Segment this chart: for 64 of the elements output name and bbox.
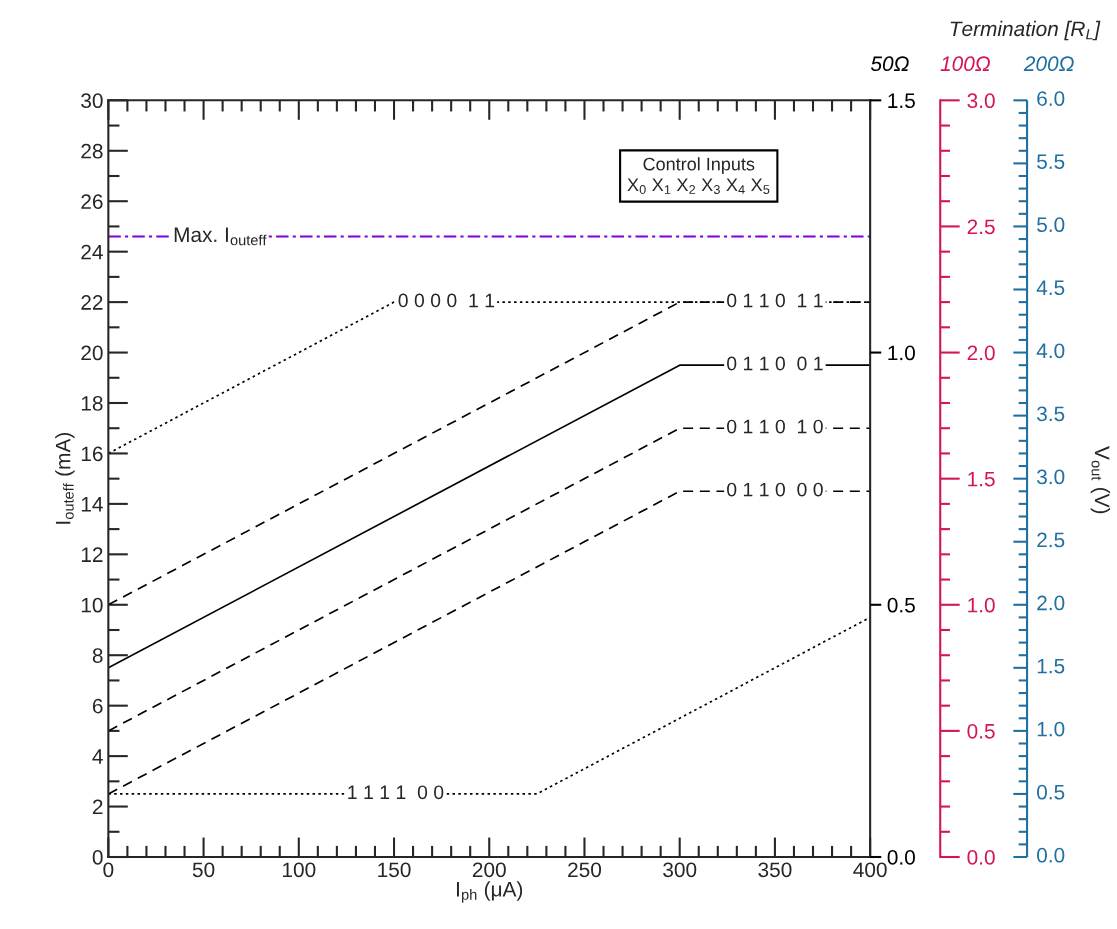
text: 5.5 [1037, 154, 1065, 169]
y-tick-label: 22 [81, 295, 103, 310]
y-tick-label: 0 [92, 850, 103, 865]
text: Control Inputs X$_{0}$ X$_{1}$ X$_{2}$ X$_{3}$ X$_{4}$ X$_{5}$ [627, 157, 770, 194]
series-label: 0 0 0 0 1 1 [398, 293, 495, 308]
y-tick-label: 28 [81, 143, 103, 159]
text: 3.5 [1037, 406, 1065, 422]
series-label: 0 1 1 0 0 1 [727, 356, 823, 371]
x-tick-label: 200 [472, 862, 506, 878]
y-tick-label: 24 [81, 244, 103, 260]
text: 2.0 [1037, 595, 1065, 611]
y-tick-label: 18 [81, 396, 103, 411]
text: 200Ω [1023, 56, 1074, 72]
text: 5.0 [1037, 217, 1065, 233]
text: 1.5 [1037, 658, 1065, 674]
y-tick-label: 12 [81, 547, 103, 562]
y2-tick-label: 0.5 [887, 597, 915, 613]
y2-tick-label: 0.0 [887, 850, 915, 865]
ref-line-label: Max. I$_{outeff}$ [174, 227, 267, 246]
y3-tick-label: 1.0 [968, 597, 995, 613]
text: 0.5 [1037, 784, 1065, 800]
y3-tick-label: 1.5 [968, 471, 995, 487]
x-tick-label: 350 [758, 862, 792, 878]
text: 6.0 [1037, 91, 1065, 106]
y-tick-label: 26 [81, 194, 103, 209]
x-axis-title: I$_{ph}$ (μA) [457, 881, 523, 903]
y-tick-label: 10 [81, 597, 103, 613]
y-axis-title: I$_{outeff}$ (mA) [55, 433, 75, 524]
y3-tick-label: 0.5 [967, 723, 995, 739]
text: 1.0 [1037, 721, 1065, 737]
x-tick-label: 250 [568, 862, 602, 878]
text: 4.5 [1036, 280, 1065, 296]
y-tick-label: 16 [81, 446, 103, 462]
y-tick-label: 2 [92, 799, 103, 815]
y-tick-label: 14 [81, 497, 103, 512]
y3-tick-label: 0.0 [967, 850, 995, 865]
text: 2.5 [1037, 532, 1065, 548]
y-tick-label: 4 [92, 749, 103, 764]
text: Termination [R$_{L}$] [950, 20, 1101, 41]
text: 3.0 [1037, 469, 1065, 485]
series-label: 0 1 1 0 1 1 [727, 293, 823, 308]
y3-tick-label: 2.0 [967, 345, 995, 361]
y-tick-label: 30 [81, 93, 103, 109]
y-tick-label: 8 [92, 648, 103, 663]
x-tick-label: 400 [853, 862, 887, 878]
series-label: 0 1 1 0 0 0 [727, 482, 823, 497]
y2-tick-label: 1.0 [888, 345, 915, 361]
y2-tick-label: 1.5 [888, 93, 915, 109]
x-tick-label: 150 [378, 862, 411, 878]
y2-axis-title: 50Ω [870, 56, 909, 72]
y3-tick-label: 3.0 [967, 93, 995, 109]
x-tick-label: 0 [103, 862, 114, 878]
series-label: 0 1 1 0 1 0 [727, 419, 823, 434]
y-tick-label: 6 [92, 698, 103, 714]
x-tick-label: 300 [663, 862, 697, 878]
x-tick-label: 100 [283, 862, 316, 878]
text: V$_{out}$ (V) [1090, 446, 1111, 514]
text: 4.0 [1036, 343, 1065, 359]
series-label: 1 1 1 1 0 0 [348, 785, 444, 800]
x-tick-label: 50 [192, 862, 215, 878]
y3-axis-title: 100Ω [940, 56, 990, 72]
y-tick-label: 20 [81, 345, 103, 361]
text: 0.0 [1037, 847, 1065, 863]
y3-tick-label: 2.5 [967, 219, 995, 235]
